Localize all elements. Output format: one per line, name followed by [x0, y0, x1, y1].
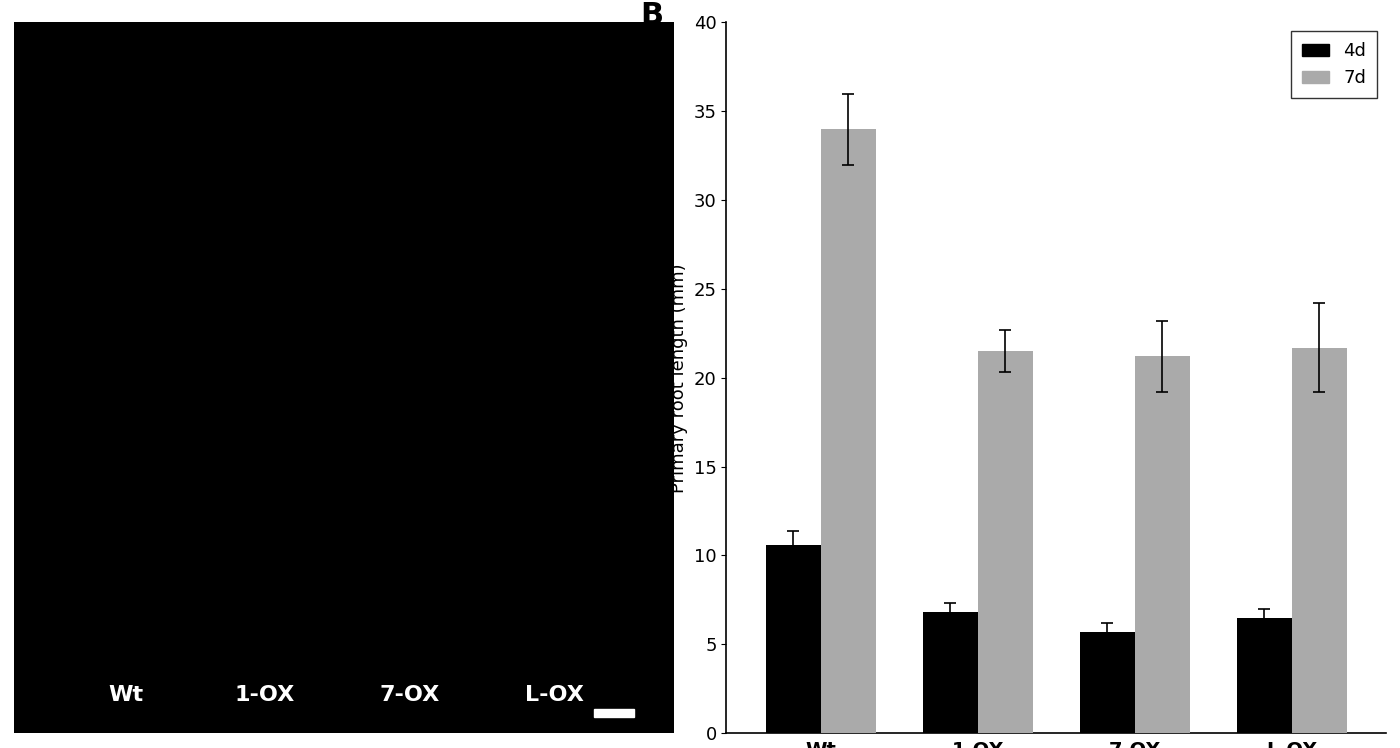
- Text: L-OX: L-OX: [525, 684, 584, 705]
- Text: 7-OX: 7-OX: [379, 684, 440, 705]
- Bar: [820, 129, 875, 733]
- Y-axis label: Primary root length (mm): Primary root length (mm): [671, 263, 689, 492]
- Text: 1-OX: 1-OX: [235, 684, 295, 705]
- Bar: [923, 612, 977, 733]
- Bar: [1079, 632, 1135, 733]
- Bar: [1292, 348, 1347, 733]
- Bar: [1135, 357, 1190, 733]
- Text: Wt: Wt: [109, 684, 144, 705]
- Text: B: B: [641, 1, 664, 30]
- Legend: 4d, 7d: 4d, 7d: [1291, 31, 1378, 98]
- Bar: [595, 709, 634, 717]
- Bar: [766, 545, 820, 733]
- Bar: [977, 351, 1033, 733]
- Text: A: A: [14, 26, 38, 55]
- Bar: [1236, 618, 1292, 733]
